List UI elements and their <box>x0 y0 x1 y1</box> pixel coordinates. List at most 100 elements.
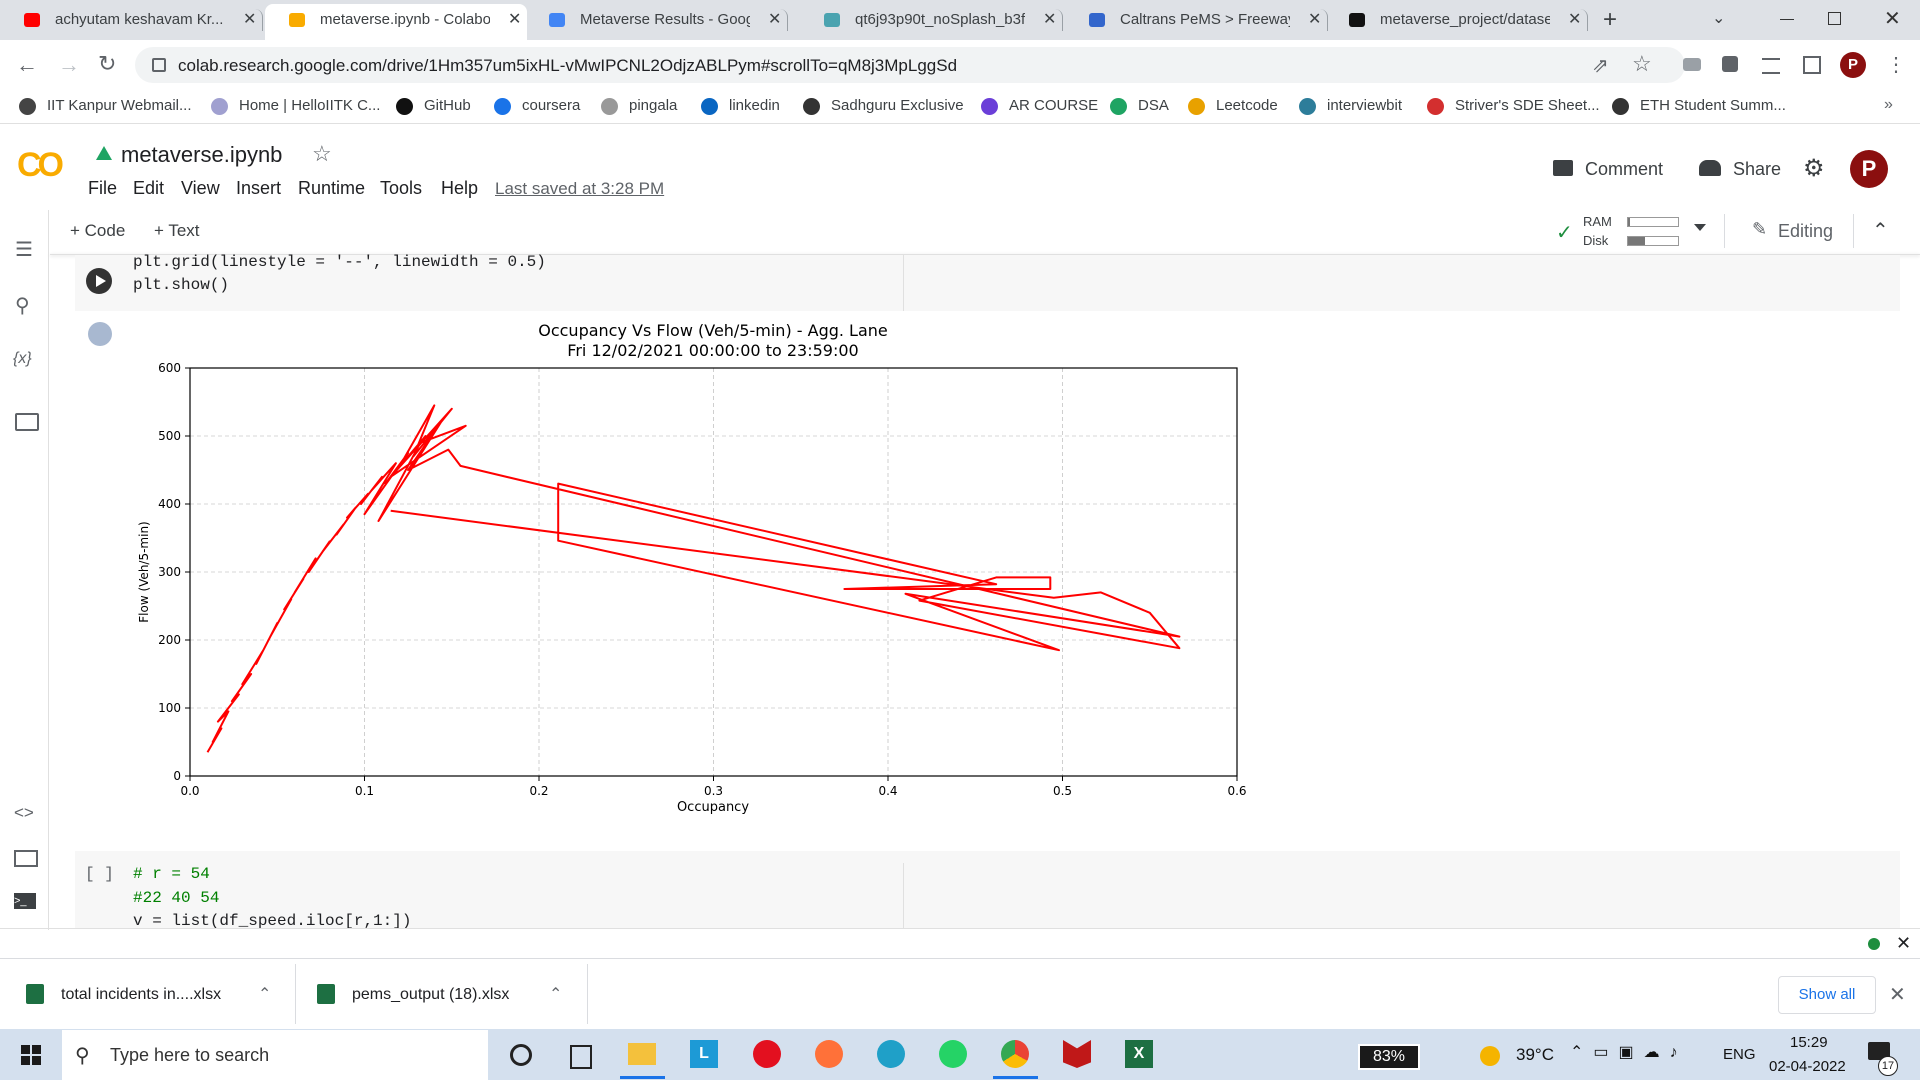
command-palette[interactable] <box>14 850 38 867</box>
app-opera[interactable] <box>753 1040 781 1068</box>
omnibox[interactable] <box>135 47 1685 83</box>
code-cell[interactable]: [ ] # r = 54 #22 40 54 v = list(df_speed… <box>75 851 1900 928</box>
bookmark[interactable]: AR COURSE <box>1009 97 1099 114</box>
show-all[interactable]: Show all <box>1778 976 1876 1014</box>
task-view[interactable] <box>570 1045 592 1069</box>
tab[interactable] <box>265 4 527 40</box>
files[interactable] <box>15 413 39 431</box>
minimize[interactable] <box>1780 19 1794 20</box>
close-window[interactable]: ✕ <box>1884 8 1901 30</box>
tab[interactable] <box>800 9 1063 31</box>
camera-ext[interactable] <box>1683 58 1701 71</box>
side-panel[interactable] <box>1803 56 1821 74</box>
toc[interactable]: ☰ <box>15 239 33 261</box>
app-whatsapp[interactable] <box>939 1040 967 1068</box>
bookmark[interactable]: Striver's SDE Sheet... <box>1455 97 1600 114</box>
bookmark[interactable]: DSA <box>1138 97 1169 114</box>
temperature[interactable]: 39°C <box>1516 1045 1554 1064</box>
tab-close[interactable]: ✕ <box>1308 11 1322 28</box>
y-tick-label: 0 <box>173 769 181 783</box>
restore[interactable] <box>1828 12 1841 25</box>
app-excel[interactable]: X <box>1125 1040 1153 1068</box>
app-l[interactable]: L <box>690 1040 718 1068</box>
tab[interactable] <box>1065 9 1328 31</box>
bookmark[interactable]: coursera <box>522 97 581 114</box>
bookmark[interactable]: GitHub <box>424 97 471 114</box>
tab[interactable] <box>1325 9 1588 31</box>
cortana[interactable] <box>510 1044 532 1066</box>
menu-item[interactable]: File <box>88 178 118 198</box>
last-saved[interactable]: Last saved at 3:28 PM <box>495 179 665 198</box>
menu-item[interactable]: Tools <box>380 178 423 198</box>
battery[interactable]: 83% <box>1358 1044 1420 1070</box>
tab[interactable] <box>525 9 788 31</box>
share-page[interactable]: ⇗ <box>1592 55 1609 77</box>
colab-logo[interactable]: CO <box>17 146 64 184</box>
start[interactable] <box>21 1045 41 1065</box>
variables[interactable]: {x} <box>13 350 32 367</box>
notification-icon[interactable] <box>1868 1042 1890 1060</box>
menu-item[interactable]: View <box>181 178 220 198</box>
notebook-title[interactable]: metaverse.ipynb <box>121 142 283 167</box>
share-icon <box>1699 160 1721 176</box>
menu-item[interactable]: Insert <box>236 178 282 198</box>
close-status[interactable]: ✕ <box>1896 933 1912 953</box>
bookmark[interactable]: pingala <box>629 97 678 114</box>
tab-close[interactable]: ✕ <box>1568 11 1582 28</box>
bookmark[interactable]: ETH Student Summ... <box>1640 97 1786 114</box>
tab-close[interactable]: ✕ <box>243 11 257 28</box>
collapse-header[interactable]: ⌃ <box>1872 220 1889 242</box>
media[interactable] <box>1762 58 1780 74</box>
download-menu[interactable]: ⌃ <box>258 986 272 1003</box>
bookmark[interactable]: interviewbit <box>1327 97 1403 114</box>
language[interactable]: ENG <box>1723 1046 1756 1063</box>
terminal[interactable]: >_ <box>14 893 36 909</box>
chrome-menu[interactable]: ⋮ <box>1886 54 1906 76</box>
new-tab[interactable]: + <box>1603 6 1618 33</box>
reload[interactable]: ↻ <box>98 51 117 76</box>
bookmark[interactable]: linkedin <box>729 97 780 114</box>
menu-item[interactable]: Edit <box>133 178 165 198</box>
download-item[interactable]: total incidents in....xlsx <box>61 986 222 1003</box>
app-firefox[interactable] <box>815 1040 843 1068</box>
app-explorer[interactable] <box>628 1043 656 1065</box>
share-button[interactable]: Share <box>1733 159 1782 179</box>
bookmark[interactable]: IIT Kanpur Webmail... <box>47 97 192 114</box>
tab[interactable] <box>0 9 263 31</box>
tray-icons[interactable]: ⌃▭▣☁♪ <box>1570 1044 1688 1061</box>
download-item[interactable]: pems_output (18).xlsx <box>352 986 510 1003</box>
search-icon[interactable]: ⚲ <box>15 295 30 317</box>
menu-item[interactable]: Runtime <box>298 178 366 198</box>
forward[interactable]: → <box>58 52 80 77</box>
settings[interactable]: ⚙ <box>1803 155 1825 182</box>
tab-close[interactable]: ✕ <box>1043 11 1057 28</box>
profile[interactable]: P <box>1840 52 1866 78</box>
tab-close[interactable]: ✕ <box>508 11 522 28</box>
bookmark-star[interactable]: ☆ <box>1632 51 1652 76</box>
search-box[interactable] <box>62 1030 488 1080</box>
tab-search[interactable]: ⌄ <box>1712 10 1726 27</box>
tab-close[interactable]: ✕ <box>768 11 782 28</box>
extensions[interactable] <box>1722 56 1738 72</box>
bookmark[interactable]: Home | HelloIITK C... <box>239 97 381 114</box>
comment-button[interactable]: Comment <box>1585 159 1664 179</box>
close-downloads[interactable]: ✕ <box>1889 984 1906 1006</box>
app-chrome[interactable] <box>1001 1040 1029 1068</box>
add-code[interactable]: + Code <box>70 221 126 240</box>
clock-date[interactable]: 02-04-2022 <box>1769 1058 1846 1075</box>
back[interactable]: ← <box>16 52 38 77</box>
clock-time[interactable]: 15:29 <box>1790 1034 1828 1051</box>
app-edge[interactable] <box>877 1040 905 1068</box>
code-cell[interactable] <box>75 255 1900 311</box>
add-text[interactable]: + Text <box>154 221 200 240</box>
resources-dropdown[interactable] <box>1694 224 1706 231</box>
snippets[interactable]: <> <box>14 803 34 822</box>
download-menu[interactable]: ⌃ <box>549 986 563 1003</box>
bookmark[interactable]: Sadhguru Exclusive <box>831 97 964 114</box>
menu-item[interactable]: Help <box>441 178 479 198</box>
bookmark[interactable]: Leetcode <box>1216 97 1278 114</box>
more-bookmarks[interactable]: » <box>1884 96 1893 113</box>
editing-mode[interactable]: Editing <box>1778 221 1834 241</box>
star[interactable]: ☆ <box>312 141 332 166</box>
account[interactable]: P <box>1850 150 1888 188</box>
